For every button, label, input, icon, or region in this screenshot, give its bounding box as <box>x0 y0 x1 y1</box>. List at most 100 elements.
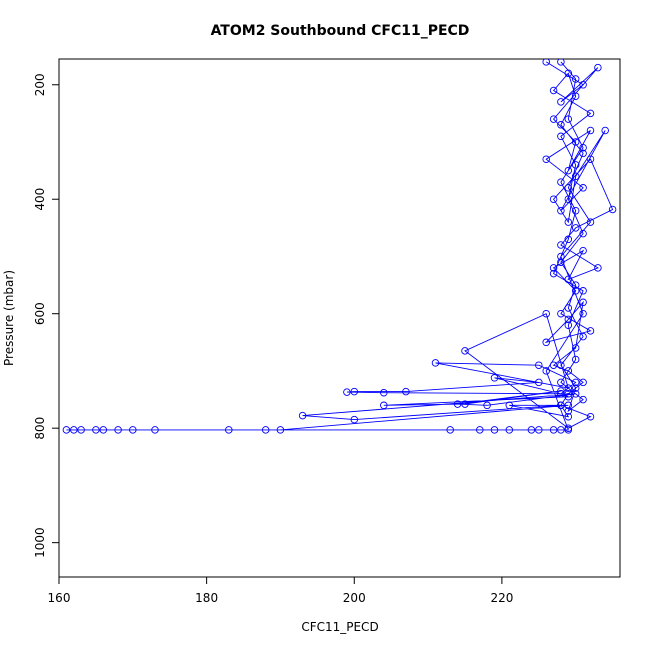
data-point <box>535 426 543 434</box>
data-point <box>571 390 580 398</box>
data-point <box>571 355 580 364</box>
data-point <box>380 401 388 410</box>
chart-title: ATOM2 Southbound CFC11_PECD <box>211 23 470 39</box>
data-point <box>557 178 565 186</box>
x-tick-label: 200 <box>343 591 366 605</box>
data-point <box>549 361 558 369</box>
y-tick-label: 400 <box>33 188 47 211</box>
data-point <box>571 206 580 215</box>
data-point <box>579 246 587 255</box>
data-point <box>380 388 388 397</box>
data-point <box>261 426 270 434</box>
data-point <box>557 401 565 410</box>
data-point <box>594 264 602 272</box>
data-point <box>564 412 573 421</box>
data-point <box>564 235 573 244</box>
data-point <box>542 367 550 375</box>
data-point <box>608 205 617 214</box>
series <box>62 59 617 434</box>
data-point <box>557 258 565 266</box>
data-point <box>542 309 550 318</box>
data-point <box>505 401 514 410</box>
data-point <box>579 149 587 158</box>
data-point <box>571 384 580 392</box>
y-axis-label: Pressure (mbar) <box>2 270 16 366</box>
data-point <box>586 412 595 421</box>
data-point <box>483 401 491 410</box>
data-point <box>527 426 536 434</box>
data-point <box>557 390 565 398</box>
data-point <box>564 195 573 203</box>
data-point <box>114 426 122 434</box>
data-point <box>564 115 573 123</box>
data-point <box>564 321 573 329</box>
data-point <box>542 155 550 163</box>
data-point <box>564 275 573 284</box>
data-point <box>564 184 573 192</box>
data-point <box>571 172 580 181</box>
data-point <box>453 400 462 408</box>
data-point <box>564 218 573 226</box>
data-point <box>350 387 359 396</box>
data-point <box>564 166 573 175</box>
data-point <box>549 195 558 203</box>
data-point <box>350 415 359 424</box>
data-point <box>579 298 587 307</box>
data-point <box>505 426 514 434</box>
data-point <box>490 374 499 382</box>
data-point <box>571 161 580 169</box>
data-point <box>586 126 595 135</box>
data-point <box>535 361 543 369</box>
data-point <box>579 184 587 192</box>
data-point <box>549 264 558 272</box>
data-point <box>461 400 469 408</box>
data-point <box>542 59 550 66</box>
data-point <box>579 332 587 341</box>
data-point <box>490 426 499 434</box>
data-point <box>571 224 580 232</box>
data-point <box>564 407 573 415</box>
x-axis-label: CFC11_PECD <box>301 620 378 634</box>
data-point <box>557 121 565 129</box>
y-tick-label: 600 <box>33 302 47 325</box>
data-point <box>542 338 550 347</box>
data-point <box>579 229 587 238</box>
data-point <box>564 401 573 410</box>
data-point <box>571 138 580 146</box>
data-point <box>225 426 233 434</box>
data-point <box>557 241 565 249</box>
data-point <box>461 347 469 355</box>
data-point <box>557 206 565 215</box>
data-point <box>557 252 565 261</box>
data-point <box>431 359 440 367</box>
data-point <box>70 426 78 434</box>
x-axis: 160 180 200 220 <box>48 576 513 605</box>
data-point <box>535 378 543 387</box>
y-axis: 200 400 600 800 1000 <box>33 73 60 558</box>
data-point <box>557 387 565 395</box>
data-point <box>446 426 454 434</box>
data-point <box>601 126 609 135</box>
data-point <box>571 344 580 352</box>
data-point <box>579 287 587 295</box>
data-point <box>549 269 558 278</box>
data-point <box>476 426 484 434</box>
data-point <box>129 426 137 434</box>
data-point <box>564 367 573 375</box>
data-point <box>571 287 580 295</box>
data-point <box>343 388 351 396</box>
data-point <box>557 426 565 434</box>
data-point <box>564 304 573 312</box>
data-point <box>557 98 565 106</box>
data-point <box>99 426 108 434</box>
data-point <box>557 378 565 387</box>
data-point <box>586 109 595 118</box>
data-point <box>549 426 558 434</box>
data-point <box>586 155 595 163</box>
data-point <box>557 361 565 369</box>
data-point <box>62 426 71 434</box>
data-point <box>579 143 587 152</box>
data-point <box>564 426 573 434</box>
data-point <box>77 426 85 434</box>
data-point <box>579 395 587 404</box>
